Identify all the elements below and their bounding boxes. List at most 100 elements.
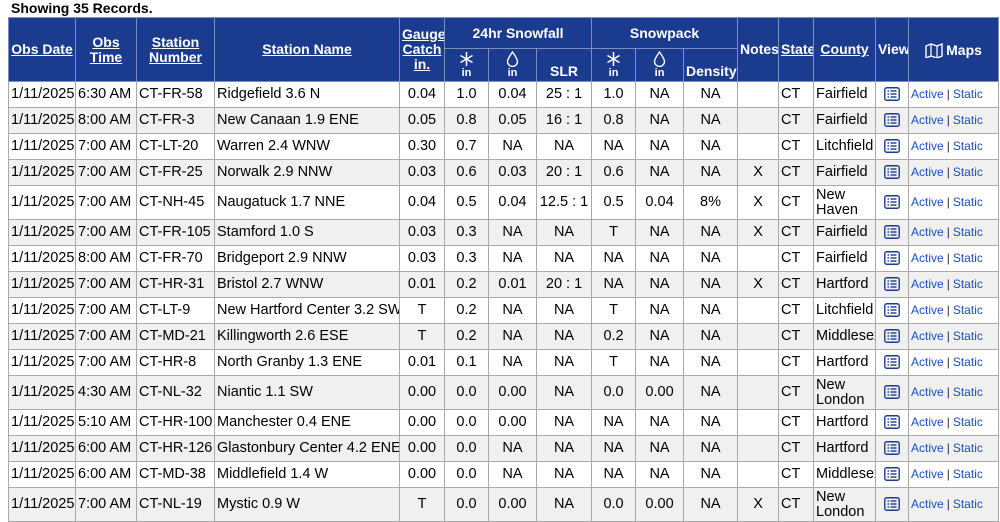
list-view-icon[interactable] (884, 113, 900, 128)
active-map-link[interactable]: Active (911, 113, 944, 127)
link-separator: | (946, 303, 950, 317)
gauge-catch-header[interactable]: Gauge Catch in. (399, 17, 445, 82)
county-cell: Middlesex (813, 461, 877, 488)
list-view-icon[interactable] (884, 195, 900, 210)
list-view-icon[interactable] (884, 303, 900, 318)
list-view-icon[interactable] (884, 329, 900, 344)
active-map-link[interactable]: Active (911, 87, 944, 101)
station-name-header[interactable]: Station Name (214, 17, 400, 82)
maps-cell: Active | Static (908, 185, 1000, 220)
gauge-catch-cell: 0.03 (399, 219, 445, 246)
station-name-cell: Ridgefield 3.6 N (214, 81, 400, 108)
maps-cell: Active | Static (908, 159, 1000, 186)
static-map-link[interactable]: Static (952, 385, 983, 399)
active-map-link[interactable]: Active (911, 415, 944, 429)
table-row: 1/11/2025 8:00 AM CT-FR-70 Bridgeport 2.… (8, 245, 1000, 272)
gauge-catch-cell: 0.00 (399, 375, 445, 410)
list-view-icon[interactable] (884, 87, 900, 102)
link-separator: | (946, 329, 950, 343)
static-map-link[interactable]: Static (952, 195, 983, 209)
snowfall-cell: 0.2 (444, 297, 489, 324)
static-map-link[interactable]: Static (952, 139, 983, 153)
state-header[interactable]: State (778, 17, 815, 82)
static-map-link[interactable]: Static (952, 251, 983, 265)
snowpack-swe-cell: NA (635, 409, 685, 436)
obs-time-cell: 7:00 AM (75, 133, 137, 160)
list-view-icon[interactable] (884, 467, 900, 482)
list-view-icon[interactable] (884, 415, 900, 430)
active-map-link[interactable]: Active (911, 441, 944, 455)
station-name-cell: Stamford 1.0 S (214, 219, 400, 246)
active-map-link[interactable]: Active (911, 329, 944, 343)
station-number-cell: CT-NL-19 (136, 487, 215, 522)
snowfall-cell: 0.0 (444, 375, 489, 410)
snowpack-swe-cell: NA (635, 133, 685, 160)
static-map-link[interactable]: Static (952, 329, 983, 343)
obs-time-header[interactable]: Obs Time (75, 17, 137, 82)
snowfall-swe-header: in (488, 48, 537, 82)
link-separator: | (946, 113, 950, 127)
maps-cell: Active | Static (908, 435, 1000, 462)
static-map-link[interactable]: Static (952, 303, 983, 317)
view-header: View (875, 17, 910, 82)
static-map-link[interactable]: Static (952, 497, 983, 511)
obs-time-cell: 7:00 AM (75, 487, 137, 522)
list-view-icon[interactable] (884, 165, 900, 180)
station-name-cell: North Granby 1.3 ENE (214, 349, 400, 376)
station-number-header[interactable]: Station Number (136, 17, 215, 82)
slr-cell: NA (535, 133, 593, 160)
active-map-link[interactable]: Active (911, 467, 944, 481)
state-cell: CT (778, 349, 815, 376)
notes-cell (737, 297, 780, 324)
active-map-link[interactable]: Active (911, 277, 944, 291)
static-map-link[interactable]: Static (952, 277, 983, 291)
view-cell (875, 435, 910, 462)
density-header: Density (683, 48, 739, 82)
list-view-icon[interactable] (884, 385, 900, 400)
active-map-link[interactable]: Active (911, 303, 944, 317)
table-header: Obs Date Obs Time Station Number Station… (8, 17, 1000, 82)
station-name-cell: Bridgeport 2.9 NNW (214, 245, 400, 272)
density-cell: NA (683, 245, 739, 272)
list-view-icon[interactable] (884, 251, 900, 266)
active-map-link[interactable]: Active (911, 165, 944, 179)
county-header[interactable]: County (813, 17, 877, 82)
static-map-link[interactable]: Static (952, 415, 983, 429)
county-cell: Fairfield (813, 107, 877, 134)
snowpack-cell: 1.0 (591, 81, 637, 108)
active-map-link[interactable]: Active (911, 195, 944, 209)
list-view-icon[interactable] (884, 355, 900, 370)
snowpack-swe-cell: NA (635, 271, 685, 298)
list-view-icon[interactable] (884, 441, 900, 456)
list-view-icon[interactable] (884, 277, 900, 292)
active-map-link[interactable]: Active (911, 385, 944, 399)
active-map-link[interactable]: Active (911, 225, 944, 239)
list-view-icon[interactable] (884, 225, 900, 240)
notes-cell (737, 461, 780, 488)
static-map-link[interactable]: Static (952, 113, 983, 127)
list-view-icon[interactable] (884, 139, 900, 154)
obs-date-cell: 1/11/2025 (8, 349, 76, 376)
snowfall-cell: 0.0 (444, 409, 489, 436)
static-map-link[interactable]: Static (952, 467, 983, 481)
unit-in-label: in (608, 67, 619, 79)
active-map-link[interactable]: Active (911, 355, 944, 369)
list-view-icon[interactable] (884, 497, 900, 512)
active-map-link[interactable]: Active (911, 497, 944, 511)
snowpack-cell: T (591, 349, 637, 376)
link-separator: | (946, 355, 950, 369)
static-map-link[interactable]: Static (952, 355, 983, 369)
static-map-link[interactable]: Static (952, 441, 983, 455)
link-separator: | (946, 225, 950, 239)
snowpack-swe-cell: NA (635, 159, 685, 186)
static-map-link[interactable]: Static (952, 165, 983, 179)
maps-cell: Active | Static (908, 409, 1000, 436)
static-map-link[interactable]: Static (952, 225, 983, 239)
obs-time-cell: 4:30 AM (75, 375, 137, 410)
active-map-link[interactable]: Active (911, 139, 944, 153)
obs-date-header[interactable]: Obs Date (8, 17, 76, 82)
station-number-cell: CT-LT-20 (136, 133, 215, 160)
snowfall-cell: 0.0 (444, 487, 489, 522)
static-map-link[interactable]: Static (952, 87, 983, 101)
active-map-link[interactable]: Active (911, 251, 944, 265)
